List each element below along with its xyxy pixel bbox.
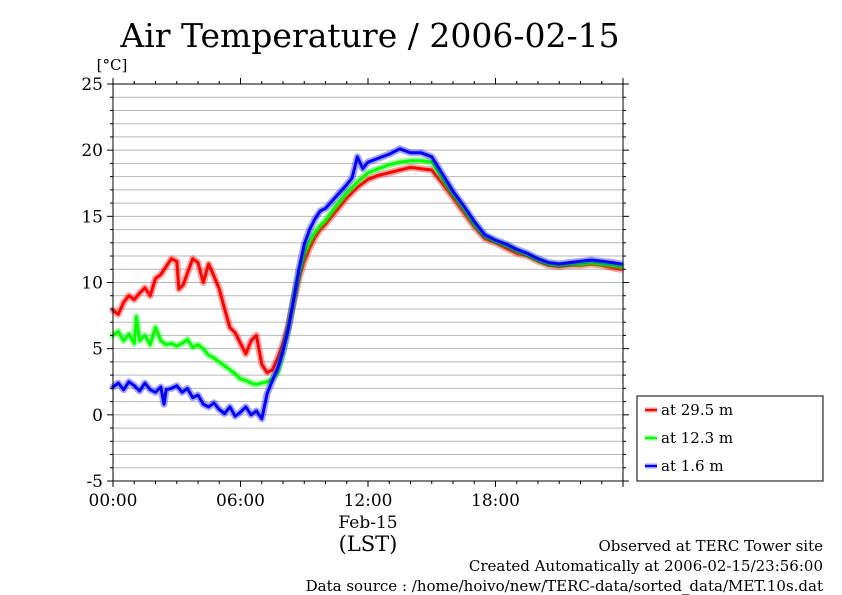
y-tick-label: -5 — [86, 472, 103, 492]
footer-created: Created Automatically at 2006-02-15/23:5… — [469, 557, 823, 575]
legend-label: at 1.6 m — [661, 457, 724, 475]
y-tick-label: 25 — [81, 75, 103, 95]
y-axis-unit-label: [°C] — [97, 56, 128, 74]
x-tick-label: 18:00 — [471, 491, 520, 511]
footer-data-source: Data source : /home/hoivo/new/TERC-data/… — [306, 577, 823, 595]
x-axis-date-label: Feb-15 — [338, 513, 397, 533]
y-tick-label: 20 — [81, 141, 103, 161]
legend: at 29.5 m at 12.3 m at 1.6 m — [636, 395, 824, 482]
footer-site: Observed at TERC Tower site — [598, 537, 823, 555]
y-tick-label: 5 — [92, 340, 103, 360]
x-tick-label: 06:00 — [216, 491, 265, 511]
x-tick-label: 12:00 — [344, 491, 393, 511]
y-tick-label: 15 — [81, 207, 103, 227]
series-lines — [109, 145, 625, 423]
grid-lines — [113, 96, 623, 469]
x-axis-label: (LST) — [339, 532, 398, 556]
chart-title: Air Temperature / 2006-02-15 — [119, 16, 619, 55]
legend-box — [636, 395, 824, 482]
y-axis: 25 20 15 10 5 0 -5 — [81, 75, 629, 492]
y-tick-label: 10 — [81, 274, 103, 294]
series-halo-at-1-6-m — [109, 145, 625, 423]
y-tick-label: 0 — [92, 406, 103, 426]
legend-label: at 29.5 m — [661, 401, 733, 419]
legend-label: at 12.3 m — [661, 429, 733, 447]
x-tick-label: 00:00 — [89, 491, 138, 511]
x-axis: 00:00 06:00 12:00 18:00 — [89, 78, 624, 511]
series-line-at-1-6-m — [111, 147, 623, 421]
